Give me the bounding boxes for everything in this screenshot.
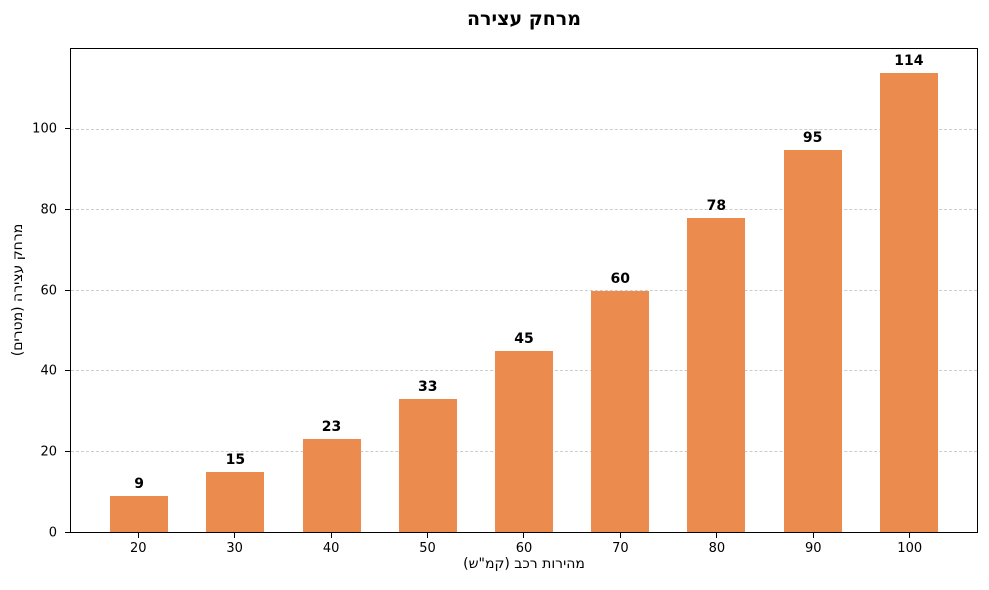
bar xyxy=(879,73,938,532)
gridline-y-60 xyxy=(71,289,977,291)
x-tick-50: 50 xyxy=(379,533,475,555)
bar xyxy=(591,290,650,532)
x-tick-label: 20 xyxy=(129,541,147,556)
chart-title: מרחק עצירה xyxy=(467,8,581,30)
x-tick-40: 40 xyxy=(283,533,379,555)
x-tick-70: 70 xyxy=(572,533,668,555)
y-tick-mark xyxy=(65,127,70,129)
x-tick-60: 60 xyxy=(476,533,572,555)
x-tick-mark xyxy=(619,533,621,538)
y-tick-mark xyxy=(65,532,70,533)
bar-slot-80: 78 xyxy=(668,49,764,532)
y-tick-label: 100 xyxy=(32,121,57,137)
bar-slot-30: 15 xyxy=(187,49,283,532)
bar-value-label: 60 xyxy=(610,270,630,287)
x-tick-label: 70 xyxy=(612,541,629,556)
bar-value-label: 114 xyxy=(894,53,924,70)
y-tick-mark xyxy=(65,370,70,372)
bar-value-label: 15 xyxy=(225,451,246,468)
x-tick-100: 100 xyxy=(862,533,958,555)
bar-value-label: 45 xyxy=(514,330,534,347)
bar xyxy=(398,399,457,532)
x-tick-label: 40 xyxy=(322,541,340,556)
y-tick-label: 0 xyxy=(48,525,57,541)
bar-value-label: 78 xyxy=(706,198,727,215)
bar-slot-40: 23 xyxy=(283,49,379,532)
y-tick-mark xyxy=(65,289,70,291)
x-tick-mark xyxy=(812,533,814,538)
y-tick-label: 80 xyxy=(40,202,57,218)
x-tick-label: 60 xyxy=(515,541,533,556)
x-tick-20: 20 xyxy=(90,533,186,555)
bar-slot-70: 60 xyxy=(572,49,668,532)
gridline-y-100 xyxy=(71,128,977,130)
bar xyxy=(110,495,169,532)
bar-value-label: 33 xyxy=(418,379,438,396)
x-tick-mark xyxy=(427,533,429,538)
x-tick-90: 90 xyxy=(765,533,861,555)
x-tick-mark xyxy=(716,533,718,538)
bar-value-label: 95 xyxy=(802,129,823,146)
bars: 9 15 23 33 45 60 78 95 114 xyxy=(71,49,977,532)
x-axis-label: מהירות רכב (קמ"ש) xyxy=(463,556,585,572)
bar-slot-90: 95 xyxy=(765,49,861,532)
plot-area: 9 15 23 33 45 60 78 95 114 xyxy=(70,48,978,533)
bar-value-label: 23 xyxy=(321,419,342,436)
x-axis-ticks: 20 30 40 50 60 70 80 90 100 xyxy=(70,533,978,555)
gridline-y-80 xyxy=(71,209,977,211)
x-tick-label: 30 xyxy=(226,541,243,556)
bar-slot-100: 114 xyxy=(861,49,957,532)
x-tick-label: 100 xyxy=(897,541,923,556)
x-tick-30: 30 xyxy=(186,533,282,555)
y-tick-mark xyxy=(65,208,70,210)
bar xyxy=(494,350,553,532)
bar-slot-60: 45 xyxy=(476,49,572,532)
y-tick-label: 20 xyxy=(40,444,57,460)
bar-value-label: 9 xyxy=(134,475,144,492)
x-tick-label: 90 xyxy=(805,541,822,556)
y-tick-label: 40 xyxy=(40,363,57,379)
x-tick-label: 50 xyxy=(419,541,436,556)
y-tick-mark xyxy=(65,451,70,453)
bar xyxy=(302,439,361,532)
bar-slot-20: 9 xyxy=(91,49,187,532)
bar xyxy=(206,471,265,532)
x-tick-mark xyxy=(330,533,332,538)
x-tick-mark xyxy=(909,533,911,538)
x-tick-mark xyxy=(523,533,525,538)
bar-slot-50: 33 xyxy=(380,49,476,532)
y-axis-ticks: 0 20 40 60 80 100 xyxy=(0,48,70,540)
x-tick-mark xyxy=(137,533,139,538)
bar xyxy=(783,149,842,532)
x-tick-label: 80 xyxy=(708,541,726,556)
x-tick-80: 80 xyxy=(669,533,765,555)
y-tick-label: 60 xyxy=(40,283,57,298)
x-tick-mark xyxy=(234,533,236,538)
bar xyxy=(687,218,746,532)
